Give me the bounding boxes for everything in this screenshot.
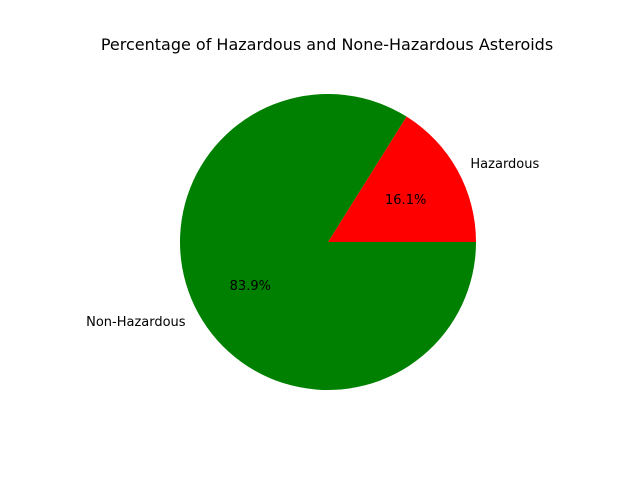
pie-slice-non-hazardous — [180, 94, 476, 391]
pie-label-non-hazardous: Non-Hazardous — [86, 315, 186, 330]
pie-percent-hazardous: 16.1% — [385, 193, 426, 208]
pie-slice-hazardous — [328, 116, 476, 242]
pie-percent-non-hazardous: 83.9% — [230, 279, 271, 294]
pie-label-hazardous: Hazardous — [470, 157, 539, 172]
pie-labels: Hazardous 16.1% Non-Hazardous 83.9% — [86, 157, 539, 330]
pie-slices — [180, 94, 476, 391]
chart-title: Percentage of Hazardous and None-Hazardo… — [101, 35, 553, 54]
